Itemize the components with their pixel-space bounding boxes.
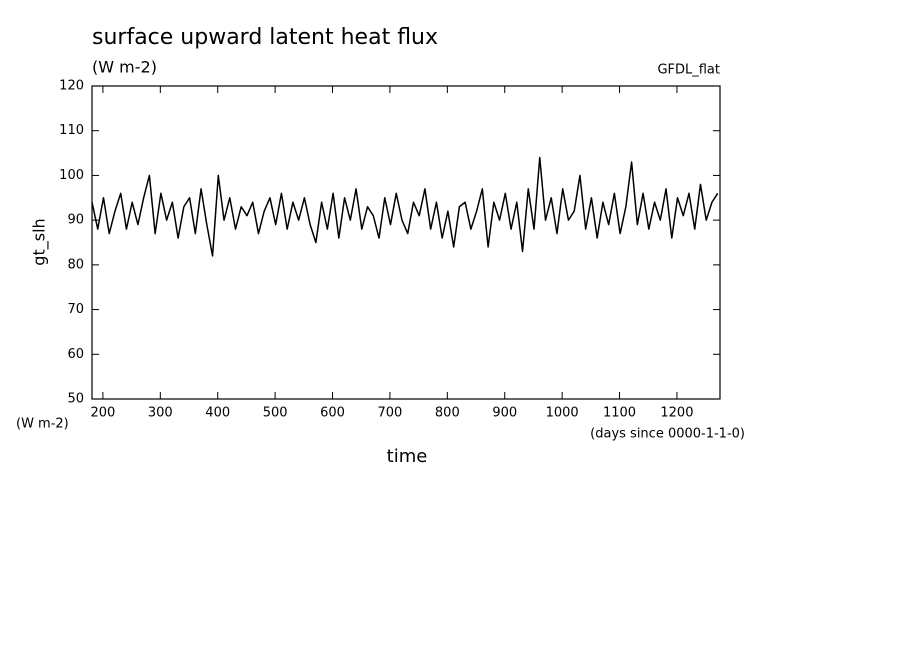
y-tick-label: 90 xyxy=(67,213,84,228)
x-tick-label: 500 xyxy=(263,406,288,421)
x-tick-label: 800 xyxy=(435,406,460,421)
y-tick-label: 50 xyxy=(67,392,84,407)
y-tick-label: 70 xyxy=(67,302,84,317)
chart-subtitle: (W m-2) xyxy=(92,58,157,77)
x-tick-label: 400 xyxy=(205,406,230,421)
x-tick-label: 300 xyxy=(148,406,173,421)
data-line xyxy=(91,156,719,257)
y-tick-label: 60 xyxy=(67,347,84,362)
x-tick-label: 900 xyxy=(492,406,517,421)
y-axis-label: gt_slh xyxy=(30,218,50,265)
x-tick-label: 600 xyxy=(320,406,345,421)
x-axis-label: time xyxy=(387,446,428,467)
x-tick-label: 1100 xyxy=(603,406,636,421)
plot-frame xyxy=(91,85,721,400)
annotation: GFDL_flat xyxy=(657,63,720,78)
y-tick-label: 110 xyxy=(59,123,84,138)
x-axis-units: (days since 0000-1-1-0) xyxy=(590,427,745,442)
x-tick-label: 700 xyxy=(378,406,403,421)
chart-title: surface upward latent heat flux xyxy=(92,25,438,50)
x-tick-label: 1200 xyxy=(660,406,693,421)
y-axis-units: (W m-2) xyxy=(16,417,69,432)
y-tick-label: 120 xyxy=(59,79,84,94)
x-tick-label: 200 xyxy=(90,406,115,421)
y-tick-label: 80 xyxy=(67,257,84,272)
y-tick-label: 100 xyxy=(59,168,84,183)
x-tick-label: 1000 xyxy=(546,406,579,421)
